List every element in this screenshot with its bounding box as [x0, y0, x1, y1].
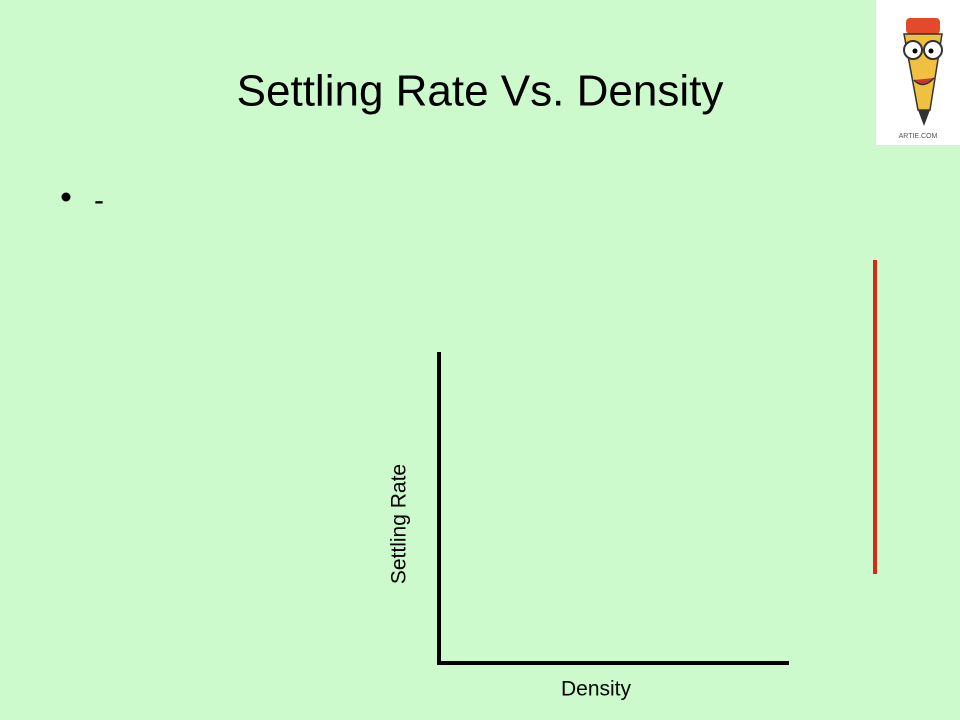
logo-pupil — [912, 48, 918, 54]
bullet-text: - — [94, 184, 104, 217]
logo-pupil — [928, 48, 934, 54]
logo-eraser — [906, 18, 940, 34]
logo: ARTIE.COM — [876, 0, 960, 145]
logo-caption: ARTIE.COM — [899, 133, 938, 140]
bullet-dot — [61, 192, 71, 202]
slide-title: Settling Rate Vs. Density — [237, 67, 724, 116]
logo-mouth — [913, 77, 935, 86]
logo-pencil-tip — [918, 110, 930, 126]
y-axis-label: Settling Rate — [388, 464, 411, 584]
x-axis-label: Density — [561, 678, 632, 701]
